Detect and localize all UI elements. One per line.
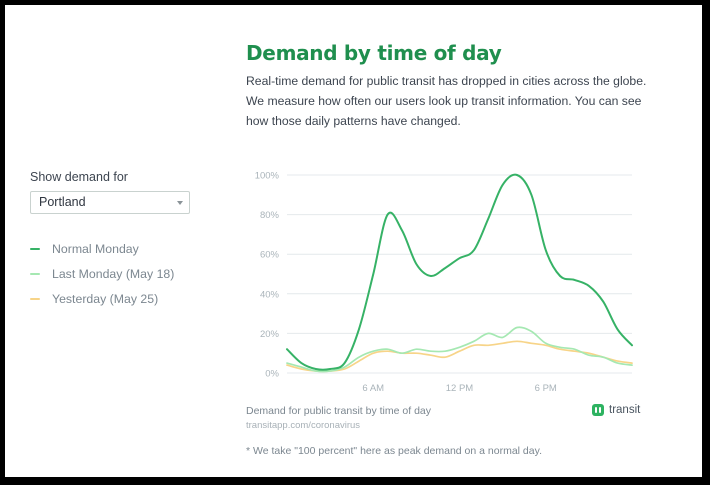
series-line-normal-monday bbox=[286, 173, 633, 371]
x-tick-label: 6 AM bbox=[362, 383, 384, 394]
legend-item-yesterday[interactable]: Yesterday (May 25) bbox=[30, 286, 174, 311]
legend-swatch bbox=[30, 247, 40, 250]
footnote: * We take "100 percent" here as peak dem… bbox=[246, 445, 542, 457]
description-line: Real-time demand for public transit has … bbox=[246, 74, 647, 88]
description: Real-time demand for public transit has … bbox=[246, 71, 656, 131]
chart-card: Demand by time of day Real-time demand f… bbox=[5, 5, 702, 477]
y-tick-label: 20% bbox=[260, 329, 280, 340]
legend: Normal Monday Last Monday (May 18) Yeste… bbox=[30, 236, 174, 311]
chevron-down-icon bbox=[177, 201, 183, 205]
y-tick-label: 40% bbox=[260, 289, 280, 300]
legend-item-normal-monday[interactable]: Normal Monday bbox=[30, 236, 174, 261]
page-title: Demand by time of day bbox=[246, 41, 502, 65]
legend-label: Last Monday (May 18) bbox=[52, 266, 175, 281]
transit-logo: transit bbox=[592, 404, 640, 416]
legend-label: Yesterday (May 25) bbox=[52, 291, 159, 306]
legend-swatch bbox=[30, 297, 40, 300]
y-tick-label: 100% bbox=[255, 171, 280, 182]
show-demand-label: Show demand for bbox=[30, 170, 128, 184]
series-line-last-monday-may-18 bbox=[286, 326, 633, 373]
y-tick-label: 60% bbox=[260, 250, 280, 261]
x-tick-label: 12 PM bbox=[446, 383, 474, 394]
description-line: how those daily patterns have changed. bbox=[246, 114, 461, 128]
city-select[interactable]: Portland bbox=[30, 191, 190, 214]
chart-source[interactable]: transitapp.com/coronavirus bbox=[246, 420, 361, 431]
legend-swatch bbox=[30, 272, 40, 275]
y-tick-label: 80% bbox=[260, 210, 280, 221]
chart-caption: Demand for public transit by time of day bbox=[246, 405, 432, 417]
description-line: We measure how often our users look up t… bbox=[246, 94, 642, 108]
series-line-yesterday-may-25 bbox=[286, 340, 633, 373]
transit-logo-icon bbox=[592, 404, 604, 416]
city-select-value: Portland bbox=[39, 195, 86, 209]
legend-item-last-monday[interactable]: Last Monday (May 18) bbox=[30, 261, 174, 286]
demand-line-chart: 0% 20% 40% 60% 80% 100% 6 AM 12 PM 6 PM bbox=[255, 171, 633, 394]
legend-label: Normal Monday bbox=[52, 241, 139, 256]
x-tick-label: 6 PM bbox=[535, 383, 557, 394]
y-tick-label: 0% bbox=[265, 369, 279, 380]
transit-logo-text: transit bbox=[609, 404, 641, 416]
